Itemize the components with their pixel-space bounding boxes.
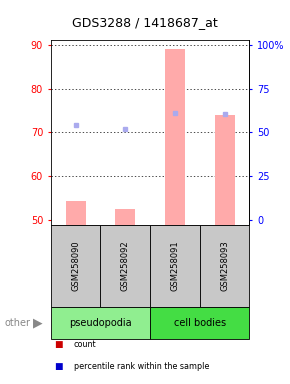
- Text: count: count: [74, 340, 97, 349]
- Bar: [100, 225, 150, 307]
- Bar: [200, 225, 249, 307]
- Bar: [66, 200, 86, 225]
- Bar: [150, 307, 249, 339]
- Text: pseudopodia: pseudopodia: [69, 318, 132, 328]
- Text: ▶: ▶: [33, 316, 43, 329]
- Bar: [215, 115, 235, 225]
- Text: cell bodies: cell bodies: [174, 318, 226, 328]
- Bar: [165, 49, 185, 225]
- Text: GSM258092: GSM258092: [121, 241, 130, 291]
- Text: other: other: [4, 318, 30, 328]
- Text: GSM258091: GSM258091: [171, 241, 180, 291]
- Bar: [115, 209, 135, 225]
- Text: ■: ■: [54, 340, 62, 349]
- Text: GSM258090: GSM258090: [71, 241, 80, 291]
- Bar: [150, 225, 200, 307]
- Bar: [51, 225, 100, 307]
- Text: ■: ■: [54, 362, 62, 371]
- Bar: [51, 307, 150, 339]
- Text: GDS3288 / 1418687_at: GDS3288 / 1418687_at: [72, 16, 218, 29]
- Text: percentile rank within the sample: percentile rank within the sample: [74, 362, 209, 371]
- Text: GSM258093: GSM258093: [220, 240, 229, 291]
